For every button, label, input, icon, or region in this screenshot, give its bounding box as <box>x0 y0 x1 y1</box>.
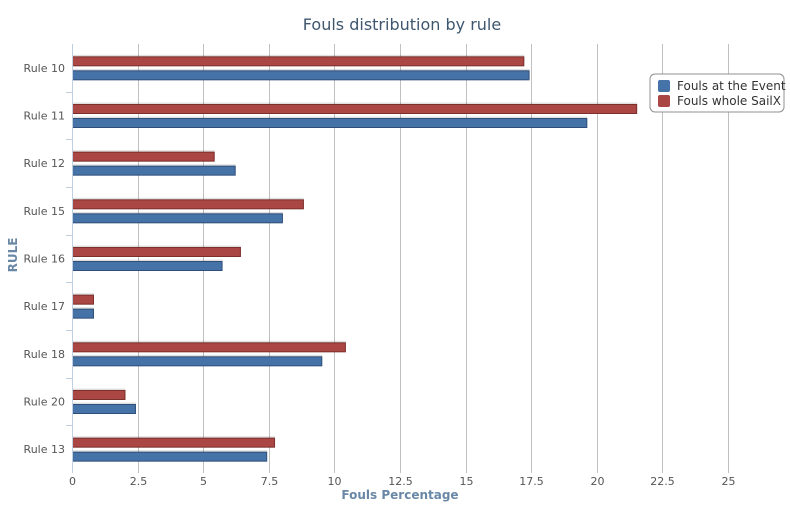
bar-sailx[interactable] <box>72 56 525 67</box>
bar-event[interactable] <box>72 261 223 271</box>
legend-item-event[interactable]: Fouls at the Event <box>658 79 786 93</box>
x-tick-label: 22.5 <box>650 475 675 488</box>
x-tick-label: 17.5 <box>519 475 544 488</box>
bar-event[interactable] <box>72 308 94 319</box>
x-tick-label: 0 <box>69 475 76 488</box>
bar-event[interactable] <box>72 118 588 128</box>
bar-event[interactable] <box>72 356 323 367</box>
bar-event[interactable] <box>72 213 283 224</box>
y-tick-label: Rule 18 <box>24 348 65 361</box>
y-tick-label: Rule 17 <box>24 300 65 313</box>
bar-event[interactable] <box>72 165 236 176</box>
x-tick-label: 7.5 <box>261 475 279 488</box>
bars <box>72 54 638 462</box>
legend-item-sailx[interactable]: Fouls whole SailX <box>658 94 781 108</box>
bar-event[interactable] <box>72 70 530 81</box>
x-tick-label: 2.5 <box>130 475 148 488</box>
bar-sailx[interactable] <box>72 294 94 305</box>
x-tick-label: 5 <box>200 475 207 488</box>
x-tick-label: 20 <box>591 475 605 488</box>
bar-sailx[interactable] <box>72 390 126 400</box>
x-axis-title: Fouls Percentage <box>341 488 458 502</box>
grid-lines <box>72 44 729 473</box>
bar-sailx[interactable] <box>72 247 241 257</box>
bar-sailx[interactable] <box>72 151 215 162</box>
y-axis-title: RULE <box>6 238 20 273</box>
x-tick-label: 12.5 <box>388 475 413 488</box>
y-tick-label: Rule 10 <box>24 62 65 75</box>
y-tick-label: Rule 13 <box>24 443 65 456</box>
y-tick-label: Rule 20 <box>24 396 65 409</box>
y-axis-ticks: Rule 10 Rule 11 Rule 12 Rule 15 Rule 16 Rule … <box>24 62 72 456</box>
x-tick-label: 25 <box>722 475 736 488</box>
bar-sailx[interactable] <box>72 104 638 114</box>
bar-sailx[interactable] <box>72 342 346 353</box>
x-tick-label: 15 <box>460 475 474 488</box>
legend-swatch-sailx <box>658 95 670 107</box>
bar-sailx[interactable] <box>72 437 276 448</box>
x-axis-ticks: 0 2.5 5 7.5 10 12.5 15 17.5 20 22.5 25 <box>69 475 736 488</box>
legend-swatch-event <box>658 80 670 92</box>
y-tick-label: Rule 16 <box>24 253 65 266</box>
legend-label-sailx: Fouls whole SailX <box>677 94 781 108</box>
y-tick-label: Rule 15 <box>24 205 65 218</box>
bar-event[interactable] <box>72 451 268 462</box>
bar-event[interactable] <box>72 404 136 414</box>
y-tick-label: Rule 12 <box>24 157 65 170</box>
legend-box <box>649 73 785 113</box>
bar-sailx[interactable] <box>72 199 304 210</box>
legend-label-event: Fouls at the Event <box>677 79 786 93</box>
legend: Fouls at the Event Fouls whole SailX <box>649 73 786 113</box>
chart-title: Fouls distribution by rule <box>303 15 501 34</box>
y-tick-label: Rule 11 <box>24 110 65 123</box>
x-tick-label: 10 <box>328 475 342 488</box>
